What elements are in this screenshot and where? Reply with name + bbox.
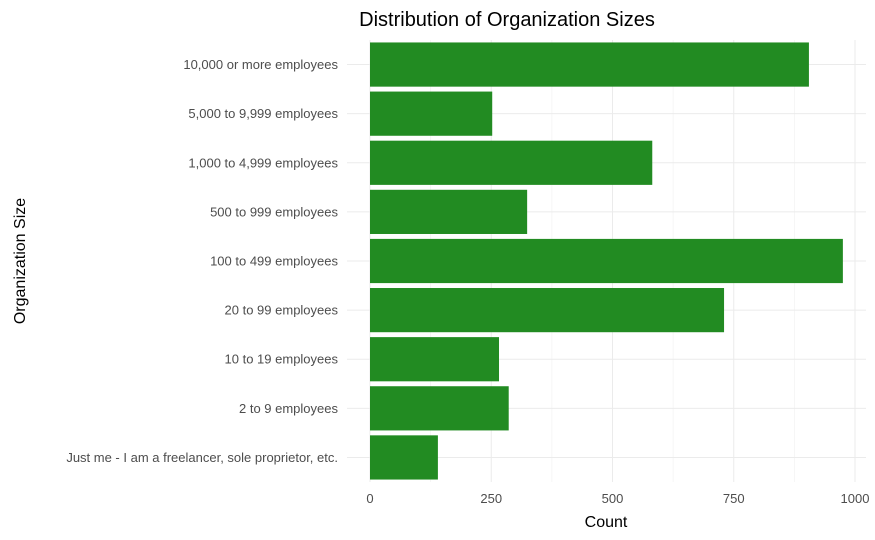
bar: [370, 42, 809, 87]
y-tick-label: 100 to 499 employees: [210, 254, 338, 269]
x-tick-label: 500: [602, 491, 624, 506]
x-tick-labels: 0 250 500 750 1000: [366, 491, 869, 506]
x-tick-label: 750: [723, 491, 745, 506]
chart-title: Distribution of Organization Sizes: [359, 9, 655, 31]
bar: [370, 91, 493, 136]
y-tick-label: 10,000 or more employees: [183, 57, 338, 72]
y-tick-label: 20 to 99 employees: [225, 303, 339, 318]
bar: [370, 337, 500, 382]
y-tick-label: 2 to 9 employees: [239, 401, 339, 416]
x-tick-label: 1000: [841, 491, 870, 506]
y-tick-label: 10 to 19 employees: [225, 352, 339, 367]
y-tick-label: 5,000 to 9,999 employees: [188, 106, 338, 121]
bar: [370, 386, 509, 431]
y-tick-label: 500 to 999 employees: [210, 204, 338, 219]
bar: [370, 140, 653, 185]
x-tick-label: 250: [480, 491, 502, 506]
bar: [370, 435, 438, 480]
y-tick-labels: 10,000 or more employees 5,000 to 9,999 e…: [66, 57, 338, 465]
bars: [370, 42, 843, 480]
bar: [370, 288, 725, 333]
y-tick-label: Just me - I am a freelancer, sole propri…: [66, 450, 338, 465]
y-tick-label: 1,000 to 4,999 employees: [188, 155, 338, 170]
y-axis-title: Organization Size: [12, 198, 29, 324]
x-tick-label: 0: [366, 491, 373, 506]
bar: [370, 238, 843, 284]
x-axis-title: Count: [585, 514, 628, 531]
bar: [370, 189, 528, 234]
